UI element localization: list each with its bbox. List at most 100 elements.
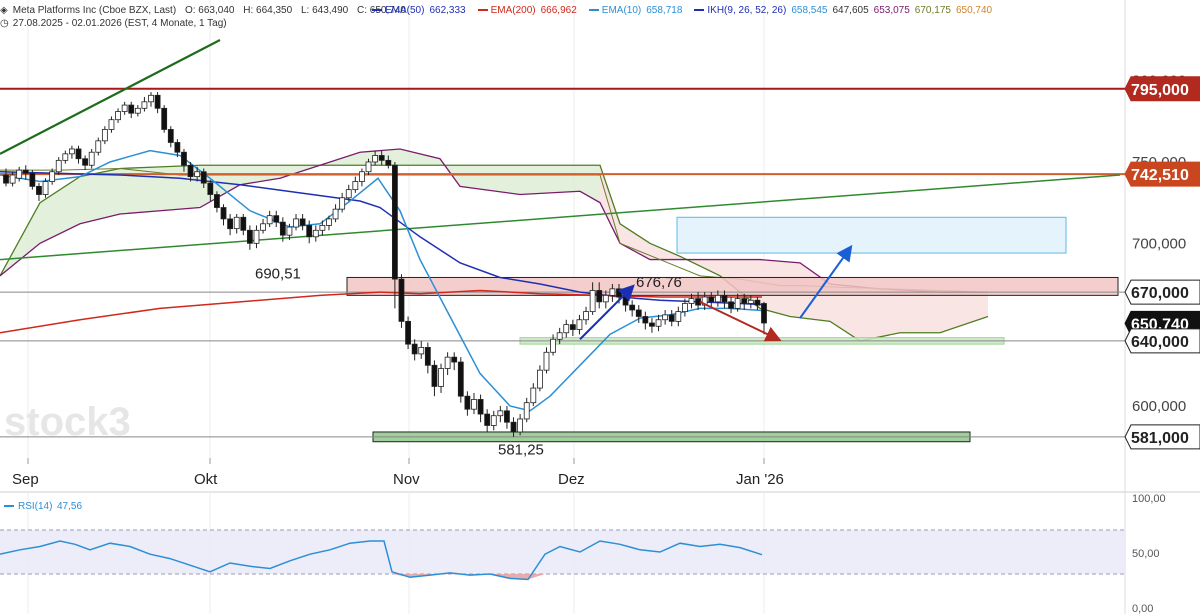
candle [457, 361, 464, 397]
indicator-ema-2[interactable]: EMA(10) 658,718 [588, 5, 682, 16]
candle [714, 294, 721, 303]
indicator-label: EMA(50) [385, 5, 425, 16]
candle [688, 298, 695, 304]
candle [504, 410, 510, 423]
candle [761, 303, 767, 324]
candle [266, 215, 273, 225]
candle [42, 181, 49, 195]
price-label-742-510: 742,510 [1124, 161, 1200, 187]
price-label-670-000: 670,000 [1124, 279, 1200, 305]
indicator-label: EMA(200) [490, 5, 536, 16]
candle [75, 148, 82, 160]
price-label-text: 670,000 [1131, 285, 1189, 302]
indicator-value: 670,175 [914, 5, 951, 16]
candle [471, 399, 477, 410]
price-label-bg [1124, 424, 1200, 450]
indicator-value: 653,075 [873, 5, 910, 16]
candle [609, 288, 616, 296]
candle [497, 410, 504, 417]
candle [101, 129, 108, 142]
rsi-value: 47,56 [57, 501, 82, 512]
candle [253, 229, 260, 244]
candle [602, 294, 609, 303]
candle [62, 153, 69, 161]
indicator-ikh-3[interactable]: IKH(9, 26, 52, 26) 658,545 647,605 653,075 6… [694, 5, 992, 16]
indicator-label: IKH(9, 26, 52, 26) [707, 5, 787, 16]
candle [233, 216, 240, 230]
candle [649, 322, 655, 327]
candle [293, 218, 299, 228]
indicator-swatch [372, 9, 382, 12]
candle [345, 189, 352, 199]
candle [675, 311, 682, 322]
indicator-ema-0[interactable]: EMA(50) 662,333 [372, 5, 466, 16]
price-label-text: 795,000 [1131, 82, 1189, 99]
time-tick-label: Okt [194, 471, 218, 488]
candle [517, 418, 524, 433]
candle [16, 169, 23, 179]
indicator-ema-1[interactable]: EMA(200) 666,962 [477, 5, 577, 16]
candle [543, 351, 550, 371]
candle [741, 298, 748, 304]
rsi-line [0, 540, 763, 581]
rsi-title: RSI(14) [18, 501, 52, 512]
indicator-value: 658,545 [791, 5, 828, 16]
candle [477, 399, 484, 415]
candle [246, 229, 253, 244]
candle [306, 225, 313, 238]
ohlc-open: 663,040 [198, 5, 235, 16]
series-ema200 [0, 289, 762, 334]
time-tick-label: Nov [393, 471, 420, 488]
candle [359, 171, 365, 182]
candle [207, 182, 214, 195]
annotation-label: 581,25 [498, 441, 544, 458]
candle [424, 347, 431, 366]
candle [556, 332, 563, 340]
candle [484, 413, 491, 426]
candle [29, 172, 36, 187]
candle [181, 151, 187, 166]
ichimoku-cloud-bull [0, 148, 600, 276]
candle [3, 174, 9, 184]
indicator-label: EMA(10) [601, 5, 642, 16]
price-label-bg [1124, 161, 1200, 187]
candle [550, 338, 556, 353]
candle [200, 171, 207, 184]
series-ema50 [0, 170, 763, 306]
candle [365, 161, 372, 173]
candle [115, 111, 121, 121]
candle [405, 320, 411, 345]
candle [339, 197, 346, 210]
target-zone [676, 216, 1067, 254]
candle [88, 151, 95, 166]
arrow-up-target [799, 244, 853, 319]
candle [629, 304, 636, 311]
rsi-tick-label: 50,00 [1132, 548, 1160, 560]
candle [431, 364, 438, 387]
series-ema10 [0, 149, 763, 412]
candle [708, 296, 715, 303]
indicator-swatch [477, 9, 488, 12]
candle [352, 181, 359, 191]
candle [418, 347, 425, 355]
candle [154, 94, 161, 109]
candle [174, 142, 181, 153]
arrow-down-red [699, 300, 782, 342]
candle [721, 294, 728, 303]
candle [22, 169, 29, 174]
ohlc-close: 650,740 [369, 5, 406, 16]
arrow-up-blue [579, 284, 635, 340]
price-label-text: 742,510 [1131, 167, 1189, 184]
candle [121, 104, 128, 112]
candle [451, 356, 458, 363]
candle [464, 395, 471, 410]
candle [260, 223, 266, 231]
candle [728, 301, 734, 309]
candle [523, 402, 530, 420]
price-label-bg [1124, 328, 1200, 354]
time-tick-label: Jan '26 [736, 471, 784, 488]
date-range: 27.08.2025 - 02.01.2026 [12, 18, 122, 29]
candle [642, 316, 649, 324]
